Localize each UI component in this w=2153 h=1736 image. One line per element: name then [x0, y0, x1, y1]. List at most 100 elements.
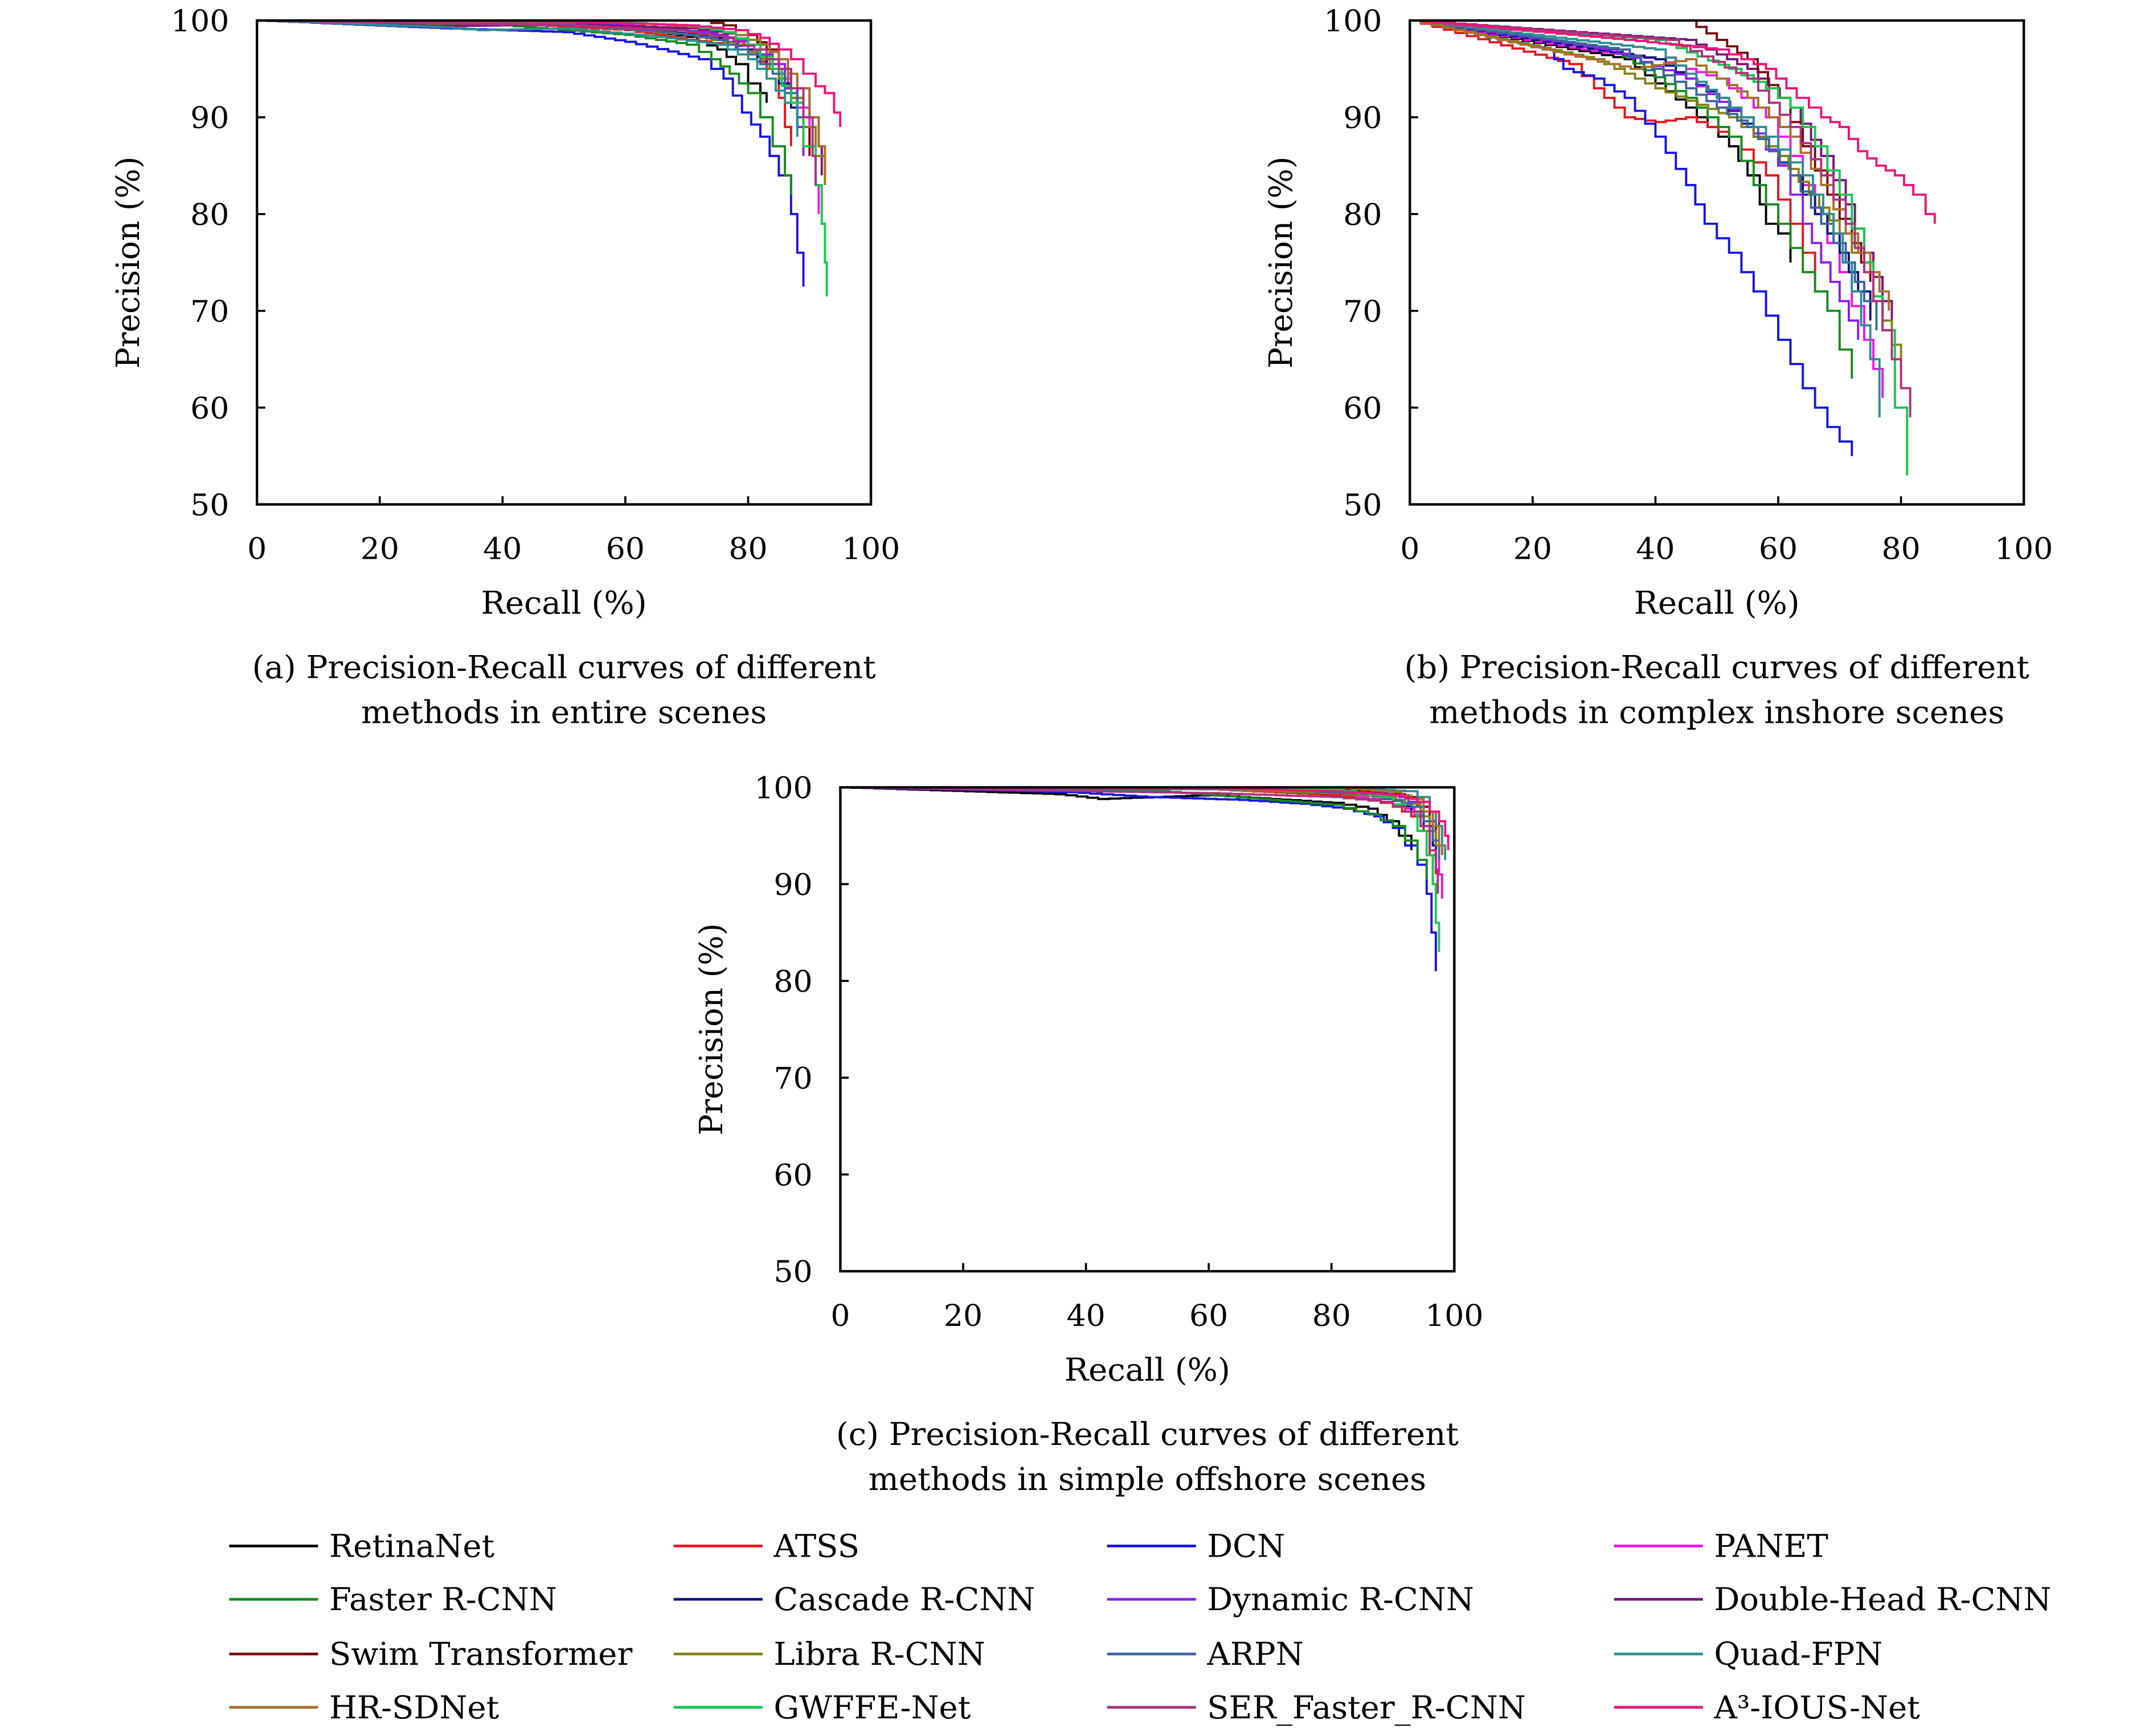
x-tick-label: 0 — [247, 531, 267, 567]
legend-label: A³-IOUS-Net — [1713, 1689, 1919, 1726]
legend-item: GWFFE-Net — [673, 1689, 971, 1726]
legend-label: ATSS — [773, 1528, 859, 1565]
y-tick-label: 50 — [773, 1255, 812, 1290]
legend-label: PANET — [1714, 1528, 1828, 1565]
x-axis-label: Recall (%) — [1065, 1352, 1230, 1388]
legend-item: DCN — [1107, 1528, 1285, 1565]
plot-frame — [255, 19, 873, 506]
curve-quad-fpn — [1410, 19, 1881, 417]
legend-item: ARPN — [1107, 1636, 1304, 1673]
legend-label: Quad-FPN — [1714, 1636, 1882, 1673]
curve-ser-faster-r-cnn — [1410, 19, 1911, 417]
series-group — [257, 19, 842, 297]
x-tick-label: 40 — [1066, 1298, 1105, 1333]
legend-item: RetinaNet — [229, 1528, 494, 1565]
caption-line: methods in entire scenes — [361, 694, 767, 731]
legend-item: Libra R-CNN — [673, 1636, 985, 1673]
x-tick-label: 40 — [483, 531, 522, 567]
x-tick-label: 60 — [1759, 531, 1798, 567]
y-tick-label: 60 — [773, 1158, 812, 1193]
legend-item: Double-Head R-CNN — [1614, 1582, 2052, 1618]
x-tick-label: 80 — [1312, 1298, 1351, 1333]
y-tick-label: 80 — [1343, 197, 1382, 232]
caption-line: methods in simple offshore scenes — [869, 1461, 1426, 1497]
y-tick-label: 70 — [1343, 294, 1382, 329]
curve-dcn — [840, 786, 1437, 972]
y-tick-label: 90 — [190, 101, 229, 136]
legend-item: SER_Faster_R-CNN — [1107, 1689, 1526, 1726]
x-tick-label: 60 — [606, 531, 645, 567]
series-group — [1410, 19, 1936, 476]
legend-item: ATSS — [673, 1528, 859, 1565]
curve-arpn — [1410, 19, 1878, 330]
legend-item: PANET — [1614, 1528, 1828, 1565]
caption-line: methods in complex inshore scenes — [1429, 694, 2004, 731]
curve-hr-sdnet — [1410, 19, 1890, 311]
caption-line: (b) Precision-Recall curves of different — [1404, 649, 2029, 686]
x-tick-label: 0 — [830, 1298, 850, 1333]
x-tick-label: 20 — [944, 1298, 983, 1333]
curve-a-ious-net — [1410, 19, 1936, 224]
curve-ser-faster-r-cnn — [840, 786, 1439, 894]
curve-gwffe-net — [840, 786, 1440, 952]
x-tick-label: 100 — [842, 531, 900, 567]
y-tick-label: 50 — [190, 488, 229, 523]
legend-label: DCN — [1207, 1528, 1285, 1565]
legend-label: Libra R-CNN — [773, 1636, 985, 1673]
x-tick-label: 80 — [1881, 531, 1920, 567]
y-tick-label: 60 — [190, 391, 229, 426]
legend-item: Dynamic R-CNN — [1107, 1582, 1474, 1618]
x-tick-label: 100 — [1425, 1298, 1483, 1333]
y-tick-label: 60 — [1343, 391, 1382, 426]
legend-item: Faster R-CNN — [229, 1582, 557, 1618]
x-tick-label: 20 — [361, 531, 399, 567]
y-tick-label: 100 — [1324, 4, 1382, 39]
legend-label: Double-Head R-CNN — [1714, 1582, 2051, 1618]
y-tick-label: 70 — [773, 1061, 812, 1096]
curve-faster-r-cnn — [257, 19, 792, 195]
y-tick-label: 90 — [773, 867, 812, 903]
y-tick-label: 50 — [1343, 488, 1382, 523]
legend-label: SER_Faster_R-CNN — [1207, 1689, 1526, 1726]
y-axis-label: Precision (%) — [1263, 157, 1300, 369]
y-tick-label: 90 — [1343, 101, 1382, 136]
curve-gwffe-net — [257, 19, 828, 297]
legend-label: HR-SDNet — [329, 1689, 499, 1726]
chart-a: 0 20 40 60 80 100 50 60 70 80 90 100 Recall (%) Preci… — [109, 4, 900, 731]
y-tick-label: 80 — [773, 964, 812, 1000]
legend-item: A³-IOUS-Net — [1614, 1689, 1920, 1726]
y-tick-label: 70 — [190, 294, 229, 329]
curve-libra-r-cnn — [257, 19, 826, 185]
x-axis-label: Recall (%) — [1634, 585, 1800, 621]
plot-frame — [839, 786, 1456, 1273]
x-tick-label: 100 — [1995, 531, 2053, 567]
curve-quad-fpn — [257, 19, 799, 137]
legend-item: HR-SDNet — [229, 1689, 499, 1726]
curve-a-ious-net — [257, 19, 842, 127]
legend-label: Cascade R-CNN — [773, 1582, 1035, 1618]
legend-item: Quad-FPN — [1614, 1636, 1882, 1673]
y-tick-label: 100 — [171, 4, 229, 39]
legend-item: Swim Transformer — [229, 1636, 633, 1673]
x-axis-label: Recall (%) — [481, 585, 647, 621]
x-tick-label: 0 — [1400, 531, 1419, 567]
legend-label: Dynamic R-CNN — [1207, 1582, 1474, 1618]
curve-cascade-r-cnn — [1410, 19, 1872, 321]
legend: RetinaNet ATSS DCN PANET Faster R-CNN Cascade… — [229, 1528, 2052, 1726]
caption-line: (a) Precision-Recall curves of different — [252, 649, 876, 686]
legend-label: ARPN — [1206, 1636, 1304, 1673]
curve-retinanet — [1410, 19, 1792, 263]
curve-panet — [1410, 19, 1884, 398]
caption-line: (c) Precision-Recall curves of different — [836, 1416, 1459, 1452]
curve-atss — [840, 786, 1437, 875]
y-tick-label: 100 — [754, 771, 812, 806]
x-tick-label: 40 — [1636, 531, 1675, 567]
series-group — [840, 786, 1450, 972]
y-axis-label: Precision (%) — [693, 923, 731, 1135]
y-tick-label: 80 — [190, 197, 229, 232]
y-axis-label: Precision (%) — [109, 157, 147, 369]
curve-faster-r-cnn — [840, 786, 1428, 879]
legend-label: RetinaNet — [329, 1528, 494, 1565]
